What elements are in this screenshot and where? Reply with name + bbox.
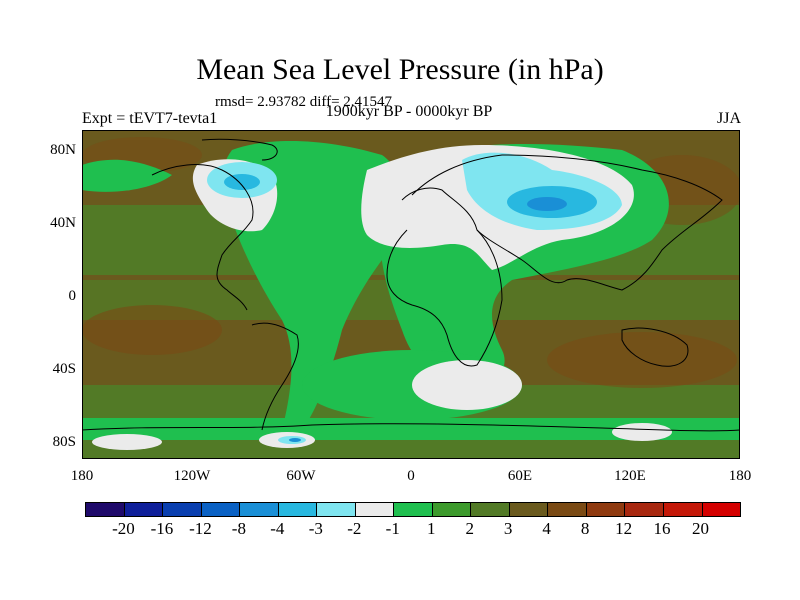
lon-tick-label: 180: [728, 468, 752, 484]
colorbar-label: 20: [692, 519, 710, 538]
period-label: 1900kyr BP - 0000kyr BP: [325, 103, 493, 120]
lon-tick-label: 120W: [173, 468, 211, 484]
plot-title: Mean Sea Level Pressure (in hPa): [196, 53, 604, 86]
colorbar-swatch: [278, 503, 318, 516]
colorbar-swatch: [86, 503, 125, 516]
colorbar-label: -20: [112, 519, 135, 538]
colorbar-swatch: [163, 503, 202, 516]
lon-tick-label: 60W: [286, 468, 316, 484]
colorbar-label: -2: [347, 519, 362, 538]
lat-tick-label: 0: [68, 288, 77, 304]
colorbar-label: 3: [503, 519, 513, 538]
coastline: [411, 154, 723, 291]
colorbar-label: 12: [615, 519, 633, 538]
zone-fill: [82, 159, 172, 192]
coastline: [82, 423, 740, 432]
colorbar-swatch: [394, 503, 433, 516]
colorbar-swatch: [702, 503, 741, 516]
colorbar-swatch: [509, 503, 549, 516]
colorbar-label: -4: [270, 519, 285, 538]
zone-fill: [82, 440, 740, 459]
season-label: JJA: [716, 110, 741, 127]
lat-tick-label: 40S: [52, 361, 76, 377]
colorbar-swatch: [201, 503, 241, 516]
zone-fill: [82, 305, 222, 355]
colorbar-swatch: [124, 503, 164, 516]
colorbar-swatch: [586, 503, 626, 516]
lon-tick-label: 120E: [614, 468, 646, 484]
colorbar-label: -1: [385, 519, 400, 538]
colorbar-label: -16: [150, 519, 174, 538]
lon-tick-label: 60E: [507, 468, 533, 484]
coastline: [386, 187, 503, 367]
colorbar-label: 2: [465, 519, 474, 538]
colorbar-swatch: [317, 503, 356, 516]
map-panel: [82, 130, 740, 459]
stats-text: rmsd= 2.93782 diff= 2.41547: [215, 94, 393, 110]
lat-tick-label: 80N: [50, 142, 76, 158]
coastline: [151, 164, 254, 311]
colorbar-label: 16: [653, 519, 671, 538]
colorbar-swatch: [471, 503, 510, 516]
lat-tick-label: 80S: [52, 434, 76, 450]
lon-tick-label: 180: [70, 468, 94, 484]
lon-tick-label: 0: [407, 468, 415, 484]
colorbar: [85, 502, 741, 517]
colorbar-swatch: [548, 503, 587, 516]
zone-fill: [92, 434, 162, 450]
zone-fill: [289, 438, 301, 442]
pressure-map: [82, 130, 740, 459]
colorbar-swatch: [432, 503, 472, 516]
coastline: [621, 327, 689, 367]
coastline: [201, 138, 278, 161]
colorbar-label: -8: [231, 519, 246, 538]
colorbar-label: 8: [580, 519, 590, 538]
zone-fill: [612, 423, 672, 441]
coastlines: [82, 138, 740, 432]
colorbar-label: 4: [542, 519, 551, 538]
colorbar-label: -3: [308, 519, 323, 538]
zone-fill: [224, 174, 260, 190]
colorbar-swatch: [663, 503, 703, 516]
lat-tick-label: 40N: [50, 215, 76, 231]
colorbar-label: -12: [189, 519, 212, 538]
colorbar-swatch: [355, 503, 395, 516]
coastline: [251, 322, 299, 431]
colorbar-swatch: [625, 503, 664, 516]
experiment-label: Expt = tEVT7-tevta1: [82, 110, 218, 127]
zone-fill: [527, 197, 567, 211]
colorbar-swatch: [240, 503, 279, 516]
zone-fill: [412, 360, 522, 410]
map-border: [82, 130, 740, 459]
colorbar-label: 1: [426, 519, 436, 538]
